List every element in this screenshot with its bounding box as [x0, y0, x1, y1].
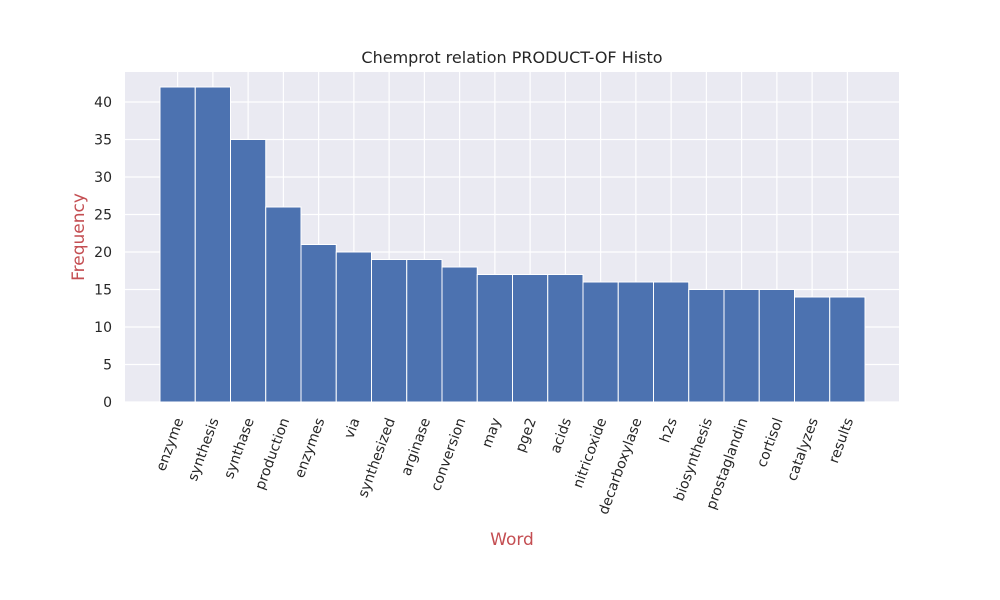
y-tick-label: 5 [103, 358, 112, 374]
x-axis-ticks: enzymesynthesissynthaseproductionenzymes… [153, 416, 857, 517]
x-tick-label: arginase [398, 416, 434, 478]
x-tick-label: enzyme [153, 416, 187, 474]
bar-may [476, 274, 513, 403]
x-tick-label: results [826, 416, 857, 466]
y-tick-label: 20 [94, 245, 112, 261]
chart-title: Chemprot relation PRODUCT-OF Histo [361, 48, 662, 67]
x-tick-label: pge2 [513, 416, 540, 455]
x-tick-label: synthase [221, 416, 258, 481]
x-tick-label: h2s [657, 416, 681, 445]
bar-synthase [230, 139, 267, 403]
bar-acids [547, 274, 584, 403]
x-tick-label: cortisol [754, 416, 787, 470]
x-tick-label: conversion [428, 416, 469, 493]
x-tick-label: synthesis [185, 416, 223, 483]
bar-h2s [653, 281, 690, 403]
bar-enzymes [300, 244, 337, 403]
bar-via [335, 251, 372, 403]
bar-biosynthesis [688, 289, 725, 403]
y-tick-label: 40 [94, 95, 112, 111]
x-tick-label: may [479, 416, 504, 450]
bar-prostaglandin [723, 289, 760, 403]
y-tick-label: 15 [94, 283, 112, 299]
y-axis-label: Frequency [69, 193, 89, 281]
x-tick-label: nitricoxide [570, 416, 610, 490]
x-tick-label: via [341, 416, 363, 441]
bar-catalyzes [794, 296, 831, 403]
y-tick-label: 25 [94, 208, 112, 224]
x-tick-label: acids [548, 416, 575, 456]
x-axis-label: Word [490, 530, 534, 550]
bar-production [265, 206, 302, 403]
bar-cortisol [758, 289, 795, 403]
bar-pge2 [512, 274, 549, 403]
y-tick-label: 0 [103, 395, 112, 411]
y-tick-label: 35 [94, 133, 112, 149]
bar-conversion [441, 266, 478, 403]
bar-nitricoxide [582, 281, 619, 403]
y-tick-label: 30 [94, 170, 112, 186]
x-tick-label: enzymes [292, 416, 328, 480]
bar-enzyme [159, 86, 196, 403]
bars [159, 86, 866, 403]
y-axis-ticks: 0 5 10 15 20 25 30 35 40 [94, 95, 112, 411]
x-tick-label: synthesized [355, 416, 399, 500]
x-tick-label: catalyzes [784, 416, 822, 483]
bar-results [829, 296, 866, 403]
bar-synthesis [194, 86, 231, 403]
y-tick-label: 10 [94, 320, 112, 336]
bar-synthesized [371, 259, 408, 403]
bar-arginase [406, 259, 443, 403]
x-tick-label: production [252, 416, 293, 492]
bar-decarboxylase [617, 281, 654, 403]
